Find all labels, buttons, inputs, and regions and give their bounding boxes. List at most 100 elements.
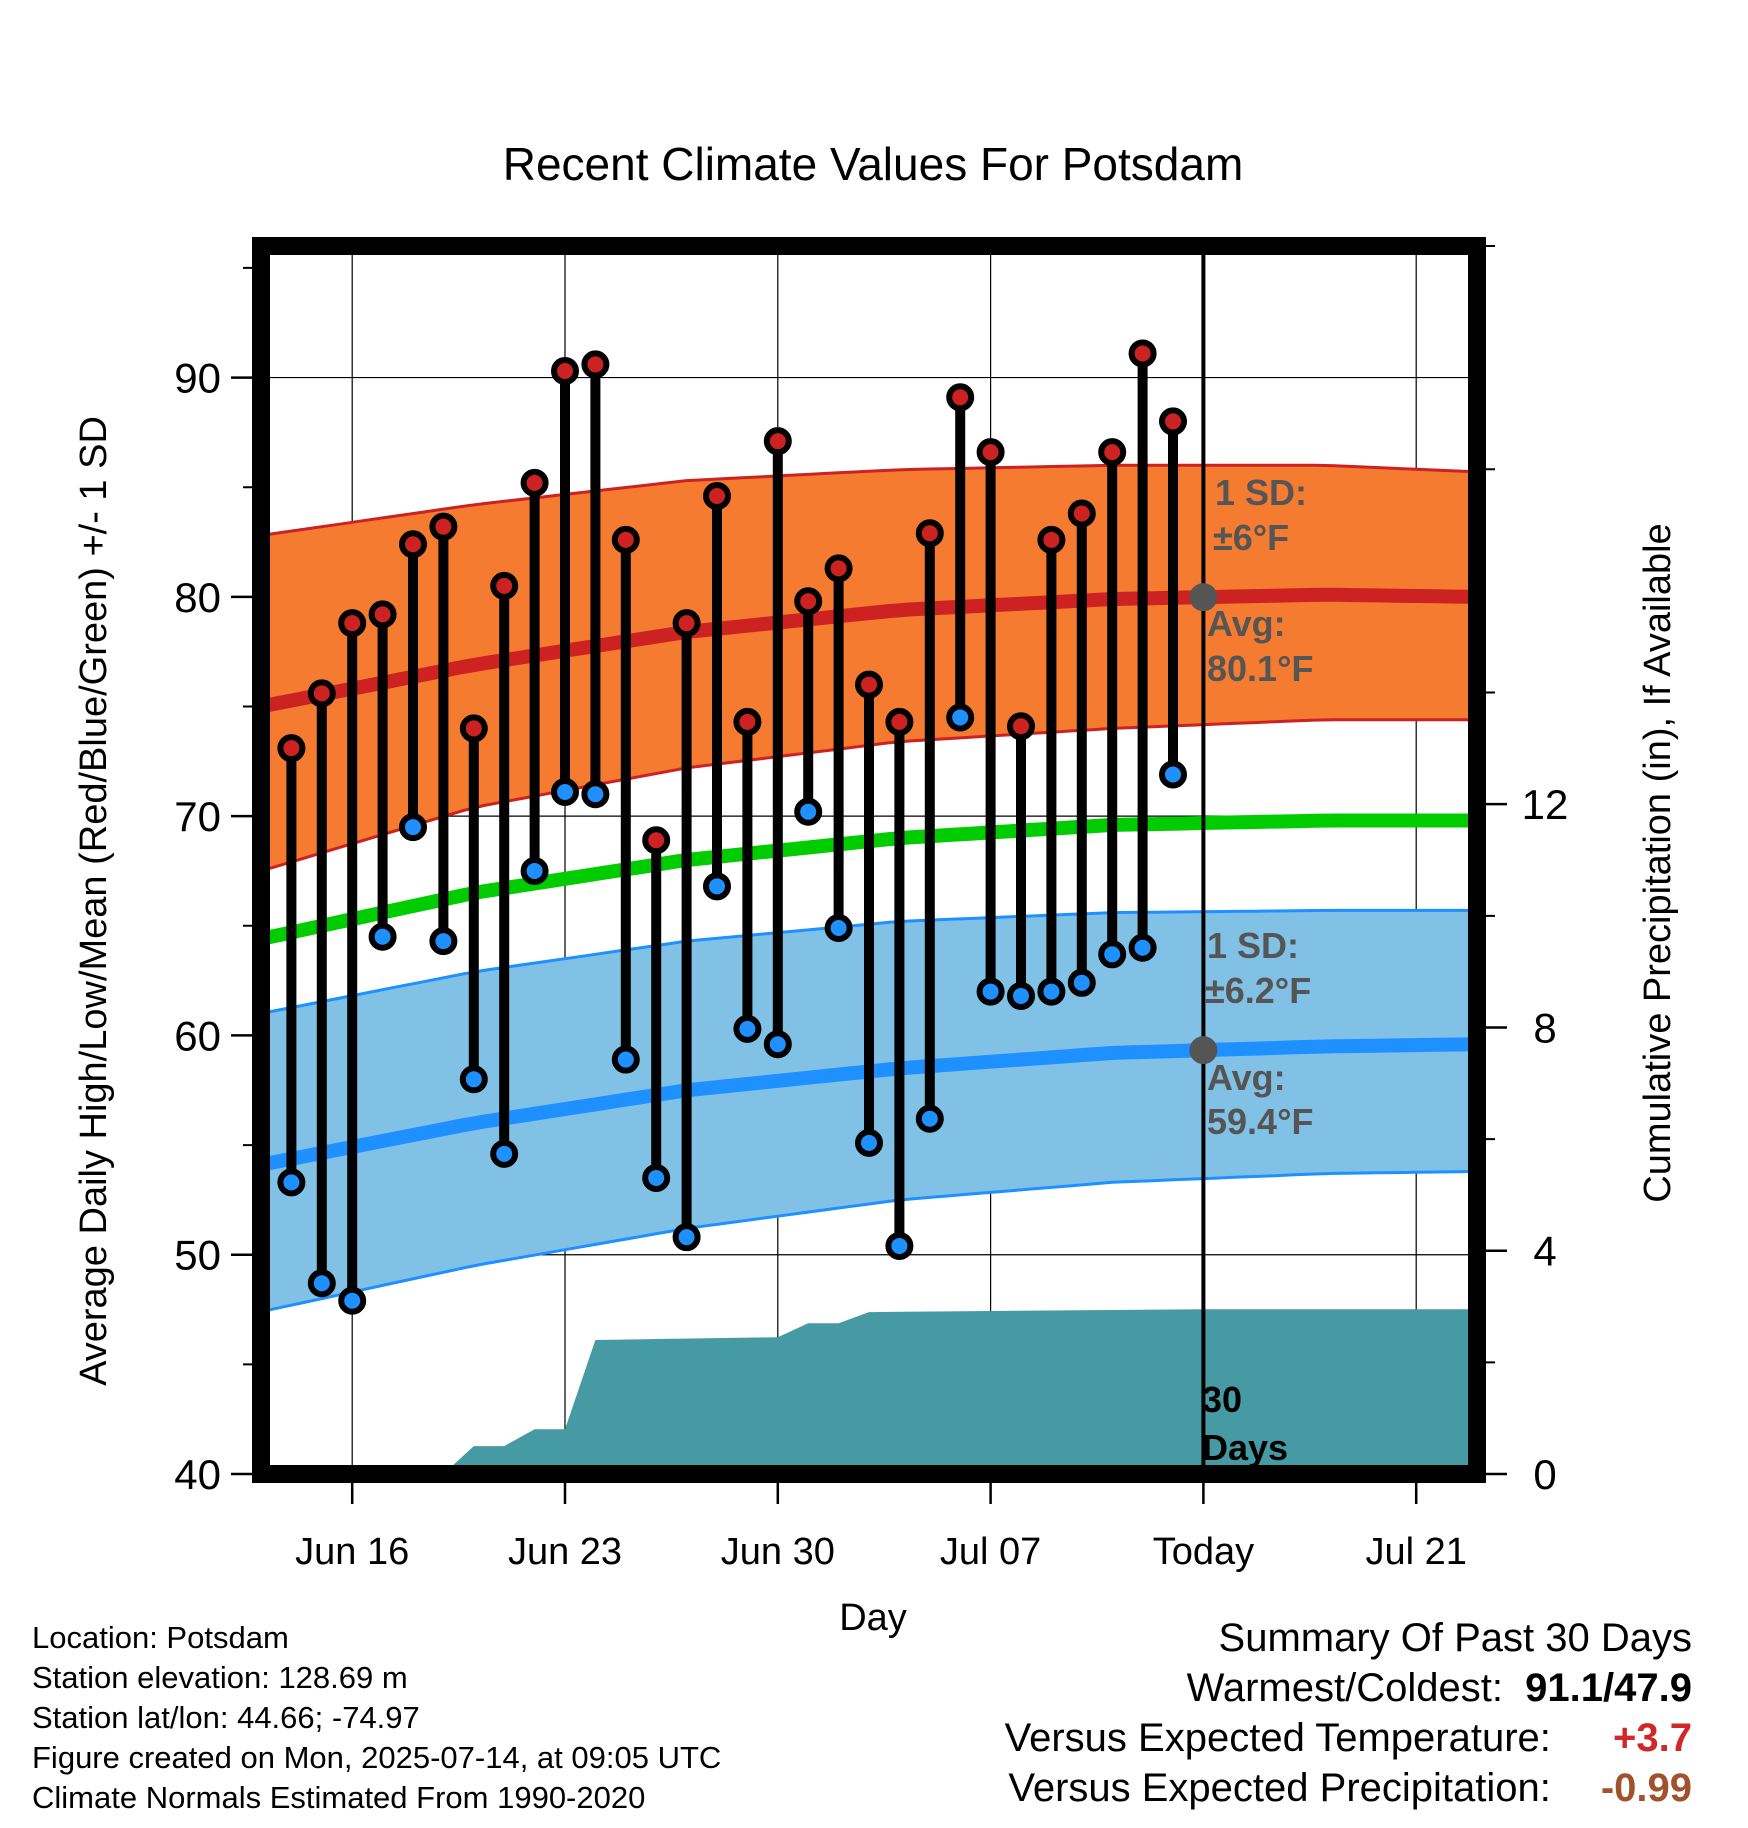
warm-cold-value: 91.1/47.9 (1525, 1666, 1692, 1710)
daily-low-point (1098, 940, 1127, 969)
daily-low-point (429, 927, 458, 956)
low-sd-lower-edge (260, 1169, 1478, 1314)
daily-high-point (459, 714, 488, 743)
daily-low-point (1037, 977, 1066, 1006)
precip-area-fill (261, 1309, 1477, 1474)
daily-low-point (885, 1231, 914, 1260)
daily-low-point (399, 813, 427, 842)
daily-high-point (672, 609, 701, 638)
daily-high-point (703, 481, 731, 510)
daily-low-point (855, 1128, 883, 1157)
daily-high-point (733, 707, 762, 736)
days-annotation: 30 Days (1202, 1379, 1288, 1468)
y-tick-label: 50 (174, 1232, 221, 1279)
y-tick-label: 90 (174, 355, 221, 402)
days-word: Days (1202, 1427, 1288, 1468)
elevation-text: Station elevation: 128.69 m (32, 1660, 408, 1695)
daily-low-point (338, 1286, 367, 1315)
daily-high-point (642, 826, 671, 855)
daily-high-point (368, 600, 397, 629)
summary-precipitation: Versus Expected Precipitation: -0.99 (1005, 1763, 1692, 1813)
daily-high-point (915, 519, 944, 548)
x-tick-label: Jul 07 (940, 1531, 1041, 1573)
daily-high-point (399, 530, 427, 559)
daily-low-point (551, 778, 579, 807)
y2-tick-label: 0 (1533, 1451, 1556, 1498)
warm-cold-label: Warmest/Coldest: (1186, 1666, 1503, 1710)
high-avg-value: 80.1°F (1207, 648, 1313, 689)
daily-low-point (642, 1163, 671, 1192)
y2-tick-label: 12 (1522, 781, 1569, 828)
daily-high-point (824, 554, 853, 583)
daily-low-point (976, 977, 1005, 1006)
daily-high-point (763, 427, 792, 456)
x-tick-label: Jun 23 (508, 1531, 622, 1573)
daily-low-point (794, 797, 823, 826)
daily-high-point (1159, 407, 1187, 436)
latlon-text: Station lat/lon: 44.66; -74.97 (32, 1700, 420, 1735)
daily-low-point (277, 1168, 306, 1197)
y-tick-label: 60 (174, 1012, 221, 1059)
daily-low-point (520, 856, 549, 885)
y-axis-label: Average Daily High/Low/Mean (Red/Blue/Gr… (73, 416, 115, 1386)
plot-border (252, 237, 1486, 1483)
created-text: Figure created on Mon, 2025-07-14, at 09… (32, 1740, 722, 1775)
daily-high-point (520, 468, 549, 497)
normals-text: Climate Normals Estimated From 1990-2020 (32, 1780, 646, 1815)
daily-high-point (277, 734, 306, 763)
precip-value: -0.99 (1600, 1766, 1692, 1810)
axis-ticks: 40 50 60 70 80 90 0 4 8 12 Jun 16 Jun 23 Jun 30 Jul 0… (174, 245, 1569, 1573)
low-avg-label: Avg: (1207, 1057, 1286, 1098)
daily-low-point (763, 1030, 792, 1059)
location-text: Location: Potsdam (32, 1620, 289, 1655)
daily-low-point (581, 780, 610, 809)
x-tick-label: Today (1153, 1531, 1254, 1573)
daily-high-point (490, 571, 519, 600)
daily-observations (277, 339, 1187, 1315)
y2-tick-label: 4 (1533, 1228, 1556, 1275)
low-avg-value: 59.4°F (1207, 1101, 1313, 1142)
normal-high-line (259, 587, 1478, 714)
daily-low-point (672, 1223, 701, 1252)
precip-label: Versus Expected Precipitation: (1008, 1766, 1551, 1810)
daily-high-point (855, 670, 883, 699)
daily-low-point (1159, 760, 1187, 789)
daily-low-point (368, 922, 397, 951)
daily-low-point (824, 913, 853, 942)
station-info: Location: Potsdam Station elevation: 128… (32, 1618, 721, 1818)
x-axis-label: Day (839, 1597, 907, 1639)
today-normal-high-marker (1189, 583, 1218, 612)
y-tick-label: 40 (174, 1451, 221, 1498)
y2-axis-label: Cumulative Precipitation (in), If Availa… (1637, 523, 1679, 1202)
today-marker (1189, 246, 1218, 1474)
summary-panel: Summary Of Past 30 Days Warmest/Coldest:… (1005, 1613, 1692, 1813)
high-annotation: 1 SD: ±6°F Avg: 80.1°F (1207, 472, 1313, 689)
daily-high-point (611, 525, 640, 554)
high-sd-label: 1 SD: (1215, 472, 1307, 513)
low-sd-value: ±6.2°F (1205, 970, 1311, 1011)
daily-low-point (459, 1065, 488, 1094)
daily-high-point (307, 679, 336, 708)
daily-high-point (551, 356, 579, 385)
daily-low-point (703, 872, 731, 901)
daily-low-point (611, 1045, 640, 1074)
precipitation-area (261, 1309, 1477, 1474)
daily-high-point (338, 609, 367, 638)
daily-high-point (794, 587, 823, 616)
days-count: 30 (1202, 1379, 1242, 1420)
temp-label: Versus Expected Temperature: (1004, 1716, 1551, 1760)
daily-high-point (946, 383, 975, 412)
y-tick-label: 80 (174, 574, 221, 621)
daily-low-point (915, 1104, 944, 1133)
daily-low-point (490, 1139, 519, 1168)
daily-low-point (1067, 968, 1096, 997)
summary-warm-cold: Warmest/Coldest: 91.1/47.9 (1005, 1663, 1692, 1713)
y-tick-label: 70 (174, 793, 221, 840)
x-tick-label: Jun 16 (295, 1531, 409, 1573)
summary-temperature: Versus Expected Temperature: +3.7 (1005, 1713, 1692, 1763)
x-tick-label: Jun 30 (721, 1531, 835, 1573)
x-tick-label: Jul 21 (1365, 1531, 1466, 1573)
high-sd-value: ±6°F (1213, 517, 1289, 558)
daily-high-point (1037, 525, 1066, 554)
